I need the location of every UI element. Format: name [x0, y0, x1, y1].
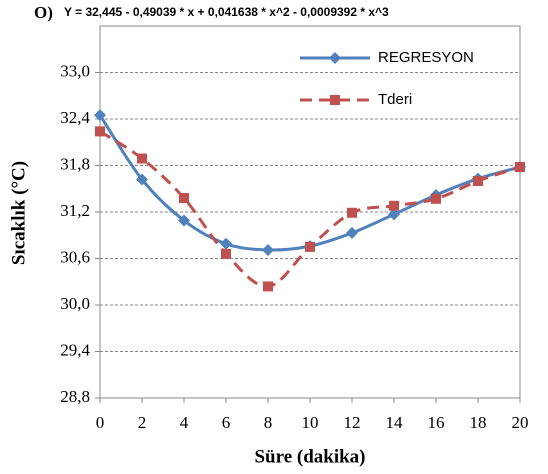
marker — [137, 153, 147, 164]
marker — [330, 95, 340, 105]
x-tick-label: 18 — [470, 413, 487, 432]
x-tick-label: 8 — [264, 413, 273, 432]
y-tick-label: 32,4 — [60, 108, 90, 127]
x-axis-label: Süre (dakika) — [254, 446, 365, 467]
series-line — [98, 114, 521, 252]
marker — [179, 193, 189, 204]
marker — [221, 248, 231, 259]
marker — [95, 126, 105, 137]
y-tick-label: 28,8 — [60, 387, 90, 406]
plot-frame — [99, 25, 521, 399]
x-tick-label: 12 — [344, 413, 361, 432]
x-tick-label: 10 — [302, 413, 319, 432]
marker — [431, 193, 441, 204]
x-tick-label: 0 — [96, 413, 105, 432]
y-tick-label: 31,8 — [60, 154, 90, 173]
marker — [473, 176, 483, 186]
marker — [347, 207, 357, 218]
x-tick-label: 4 — [180, 413, 189, 432]
y-axis-label: Sıcaklık (°C) — [8, 161, 29, 265]
marker — [388, 208, 400, 221]
marker — [329, 52, 341, 64]
marker — [305, 241, 315, 252]
marker — [178, 214, 190, 227]
x-tick-label: 14 — [386, 413, 404, 432]
y-tick-label: 31,2 — [60, 201, 90, 220]
legend-label: Tderi — [378, 91, 412, 108]
y-tick-label: 30,6 — [60, 247, 90, 266]
x-tick-label: 6 — [222, 413, 231, 432]
y-tick-label: 33,0 — [60, 61, 90, 80]
series-line — [99, 130, 521, 288]
panel-label: O) — [34, 3, 53, 22]
x-tick-label: 16 — [428, 413, 445, 432]
x-tick-label: 2 — [138, 413, 147, 432]
y-tick-label: 29,4 — [60, 340, 90, 359]
x-tick-label: 20 — [512, 413, 529, 432]
marker — [389, 200, 399, 211]
marker — [136, 173, 148, 186]
chart-title: Y = 32,445 - 0,49039 * x + 0,041638 * x^… — [64, 5, 389, 19]
marker — [262, 243, 274, 256]
marker — [515, 162, 525, 173]
legend-label: REGRESYON — [378, 49, 474, 66]
marker — [220, 237, 232, 250]
y-tick-label: 30,0 — [60, 294, 90, 313]
marker — [94, 109, 106, 122]
marker — [263, 281, 273, 292]
marker — [346, 226, 358, 239]
